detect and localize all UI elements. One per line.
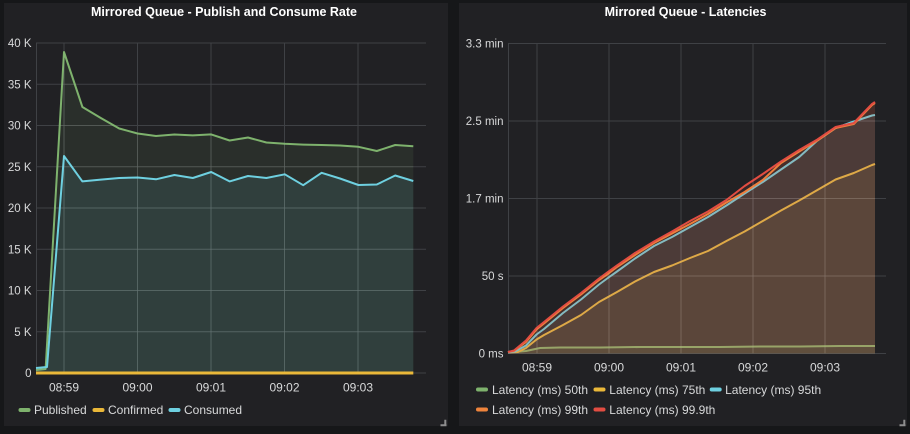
svg-text:5 K: 5 K — [14, 327, 32, 339]
svg-text:25 K: 25 K — [8, 162, 32, 174]
svg-text:3.3 min: 3.3 min — [466, 39, 504, 51]
svg-text:09:03: 09:03 — [343, 381, 373, 395]
svg-text:09:02: 09:02 — [738, 361, 768, 375]
svg-text:1.7 min: 1.7 min — [466, 194, 504, 206]
svg-text:09:01: 09:01 — [196, 381, 226, 395]
svg-text:0 ms: 0 ms — [479, 349, 504, 361]
svg-text:Latency (ms) 99.9th: Latency (ms) 99.9th — [609, 403, 715, 417]
svg-text:09:02: 09:02 — [269, 381, 299, 395]
svg-text:Mirrored Queue - Publish and C: Mirrored Queue - Publish and Consume Rat… — [91, 5, 357, 19]
svg-text:Published: Published — [34, 403, 87, 417]
svg-text:09:03: 09:03 — [810, 361, 840, 375]
svg-text:40 K: 40 K — [8, 38, 32, 50]
svg-text:Latency (ms) 75th: Latency (ms) 75th — [609, 383, 705, 397]
svg-text:15 K: 15 K — [8, 244, 32, 256]
svg-text:Mirrored Queue - Latencies: Mirrored Queue - Latencies — [605, 5, 767, 19]
svg-text:2.5 min: 2.5 min — [466, 116, 504, 128]
svg-text:10 K: 10 K — [8, 286, 32, 298]
svg-text:Latency (ms) 99th: Latency (ms) 99th — [492, 403, 588, 417]
svg-text:Latency (ms) 95th: Latency (ms) 95th — [725, 383, 821, 397]
svg-text:09:00: 09:00 — [594, 361, 624, 375]
svg-text:30 K: 30 K — [8, 121, 32, 133]
svg-text:08:59: 08:59 — [49, 381, 79, 395]
svg-text:08:59: 08:59 — [522, 361, 552, 375]
svg-text:Latency (ms) 50th: Latency (ms) 50th — [492, 383, 588, 397]
svg-text:50 s: 50 s — [482, 271, 504, 283]
svg-text:20 K: 20 K — [8, 203, 32, 215]
svg-text:09:00: 09:00 — [122, 381, 152, 395]
svg-text:Consumed: Consumed — [184, 403, 242, 417]
svg-text:35 K: 35 K — [8, 79, 32, 91]
svg-text:09:01: 09:01 — [666, 361, 696, 375]
svg-text:0: 0 — [25, 368, 31, 380]
svg-text:Confirmed: Confirmed — [108, 403, 163, 417]
